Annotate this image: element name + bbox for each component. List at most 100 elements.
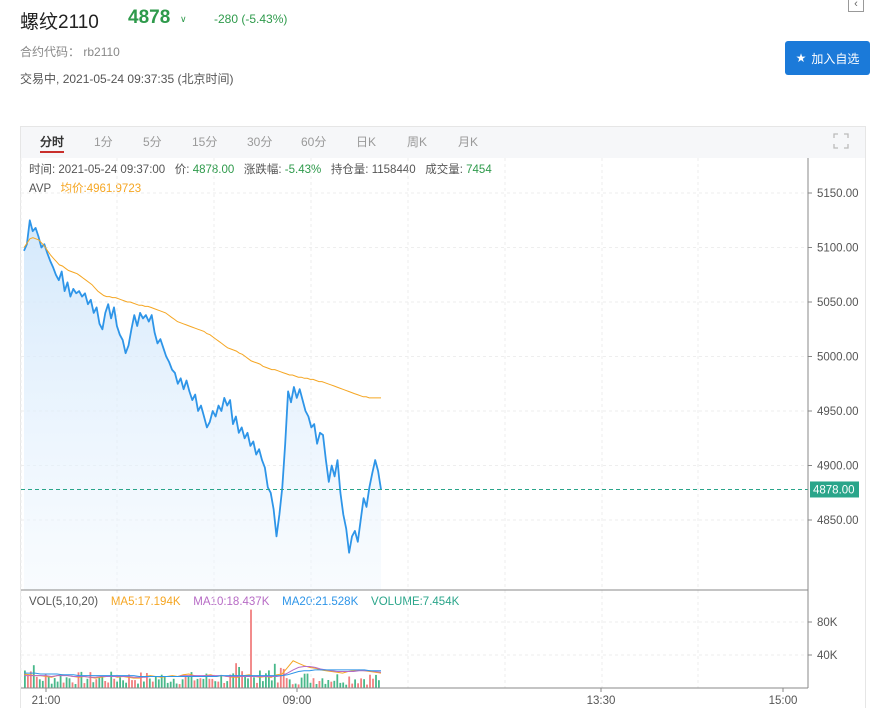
volume-bar-23 (92, 682, 95, 688)
volume-bar-105 (336, 674, 339, 688)
volume-bar-65 (217, 681, 220, 688)
volume-bar-41 (146, 673, 148, 688)
volume-bar-45 (157, 679, 160, 688)
avp-legend: AVP 均价:4961.9723 (29, 180, 141, 196)
tab-30min[interactable]: 30分 (247, 135, 273, 149)
volume-bar-79 (259, 670, 261, 688)
tab-15min[interactable]: 15分 (192, 135, 218, 149)
volume-bar-107 (342, 682, 345, 688)
tab-monthly[interactable]: 月K (458, 135, 479, 149)
volume-bar-14 (65, 677, 68, 688)
x-tick-label-2: 13:30 (587, 695, 616, 707)
volume-bar-37 (134, 680, 136, 688)
avg-price-line (23, 237, 381, 399)
star-icon: ★ (795, 51, 807, 65)
volume-bar-20 (83, 683, 86, 688)
volume-bar-12 (59, 675, 62, 688)
y-tick-label-5: 4900.00 (817, 461, 859, 473)
volume-bar-100 (321, 678, 324, 688)
volume-bar-109 (348, 676, 351, 688)
volume-bar-66 (220, 674, 223, 688)
volume-bar-76 (250, 609, 252, 688)
crosshair-info: 时间: 2021-05-24 09:37:00 价: 4878.00 涨跌幅: … (29, 161, 492, 177)
y-tick-label-4: 4950.00 (817, 406, 859, 418)
trading-status: 交易中, 2021-05-24 09:37:35 (北京时间) (20, 70, 233, 87)
y-tick-label-1: 5100.00 (817, 243, 859, 255)
tab-intraday[interactable]: 分时 (40, 135, 65, 149)
volume-bar-15 (68, 678, 71, 688)
volume-bar-78 (256, 682, 258, 688)
volume-bar-58 (196, 678, 199, 688)
tab-5min[interactable]: 5分 (143, 135, 162, 149)
period-tab-bar (21, 127, 865, 158)
volume-legend-value: VOLUME:7.454K (371, 596, 460, 608)
y-tick-label-3: 5000.00 (817, 352, 859, 364)
volume-bar-117 (372, 678, 374, 688)
volume-bar-56 (190, 672, 193, 688)
volume-bar-17 (74, 684, 77, 688)
volume-bar-89 (288, 679, 291, 688)
volume-bar-70 (232, 673, 235, 688)
time-value: 2021-05-24 09:37:00 (58, 164, 166, 176)
volume-bar-88 (285, 678, 288, 688)
price-change: -280 (-5.43%) (214, 12, 288, 26)
add-to-watchlist-button[interactable]: ★ 加入自选 (785, 41, 870, 75)
volume-ma20-line (24, 669, 381, 677)
y-tick-label-0: 5150.00 (817, 188, 859, 200)
volume-bar-49 (169, 681, 172, 688)
open-interest-value: 1158440 (371, 164, 416, 176)
y-tick-label-2: 5050.00 (817, 297, 859, 309)
tab-1min[interactable]: 1分 (94, 135, 113, 149)
volume-bar-97 (312, 678, 315, 688)
volume-bar-93 (300, 677, 303, 688)
volume-bar-63 (211, 678, 214, 688)
volume-bar-112 (357, 683, 359, 688)
current-price-tag-label: 4878.00 (813, 484, 855, 496)
volume-bar-16 (71, 682, 74, 688)
volume-bar-38 (137, 683, 139, 688)
volume-ma10-line (24, 666, 382, 678)
volume-bar-36 (131, 680, 133, 688)
price-down-arrow-icon: ∨ (180, 14, 187, 24)
fullscreen-icon[interactable] (833, 133, 849, 149)
tab-60min[interactable]: 60分 (301, 135, 327, 149)
contract-code-value: rb2110 (83, 45, 120, 59)
status-datetime: 2021-05-24 09:37:35 (北京时间) (62, 72, 234, 86)
tab-daily[interactable]: 日K (356, 135, 377, 149)
volume-bar-83 (270, 680, 273, 688)
volume-bar-73 (241, 671, 243, 688)
ma5-legend: MA5:17.194K (110, 596, 181, 608)
volume-bar-69 (229, 674, 232, 688)
contract-code-label: 合约代码： (20, 45, 81, 59)
volume-bar-18 (77, 672, 80, 688)
volume-bar-102 (327, 680, 330, 688)
active-tab-indicator (40, 151, 64, 153)
volume-bar-42 (148, 678, 151, 688)
volume-bar-47 (163, 676, 166, 688)
volume-bar-81 (265, 673, 267, 688)
volume-bar-19 (80, 671, 83, 688)
tab-weekly[interactable]: 周K (407, 135, 428, 149)
volume-bar-34 (125, 682, 127, 688)
volume-bar-77 (253, 677, 255, 688)
volume-bar-29 (110, 671, 113, 688)
status-text: 交易中, (20, 72, 60, 86)
price-area (24, 220, 381, 591)
price-value: 4878.00 (192, 164, 235, 176)
volume-bar-108 (345, 684, 348, 688)
volume-bar-114 (363, 679, 365, 688)
x-tick-label-0: 21:00 (32, 695, 61, 707)
volume-bar-46 (160, 674, 163, 688)
volume-bar-57 (193, 680, 196, 688)
volume-bar-60 (202, 678, 205, 688)
price-label: 价: (174, 164, 190, 176)
volume-bar-91 (294, 683, 297, 688)
collapse-icon[interactable]: ‹ (848, 0, 864, 12)
volume-label: 成交量: (425, 164, 463, 176)
volume-bar-74 (244, 676, 246, 688)
ma20-legend: MA20:21.528K (282, 596, 359, 608)
volume-bar-27 (104, 681, 107, 688)
volume-bar-82 (268, 670, 270, 688)
avg-price-label: 均价: (60, 183, 87, 195)
